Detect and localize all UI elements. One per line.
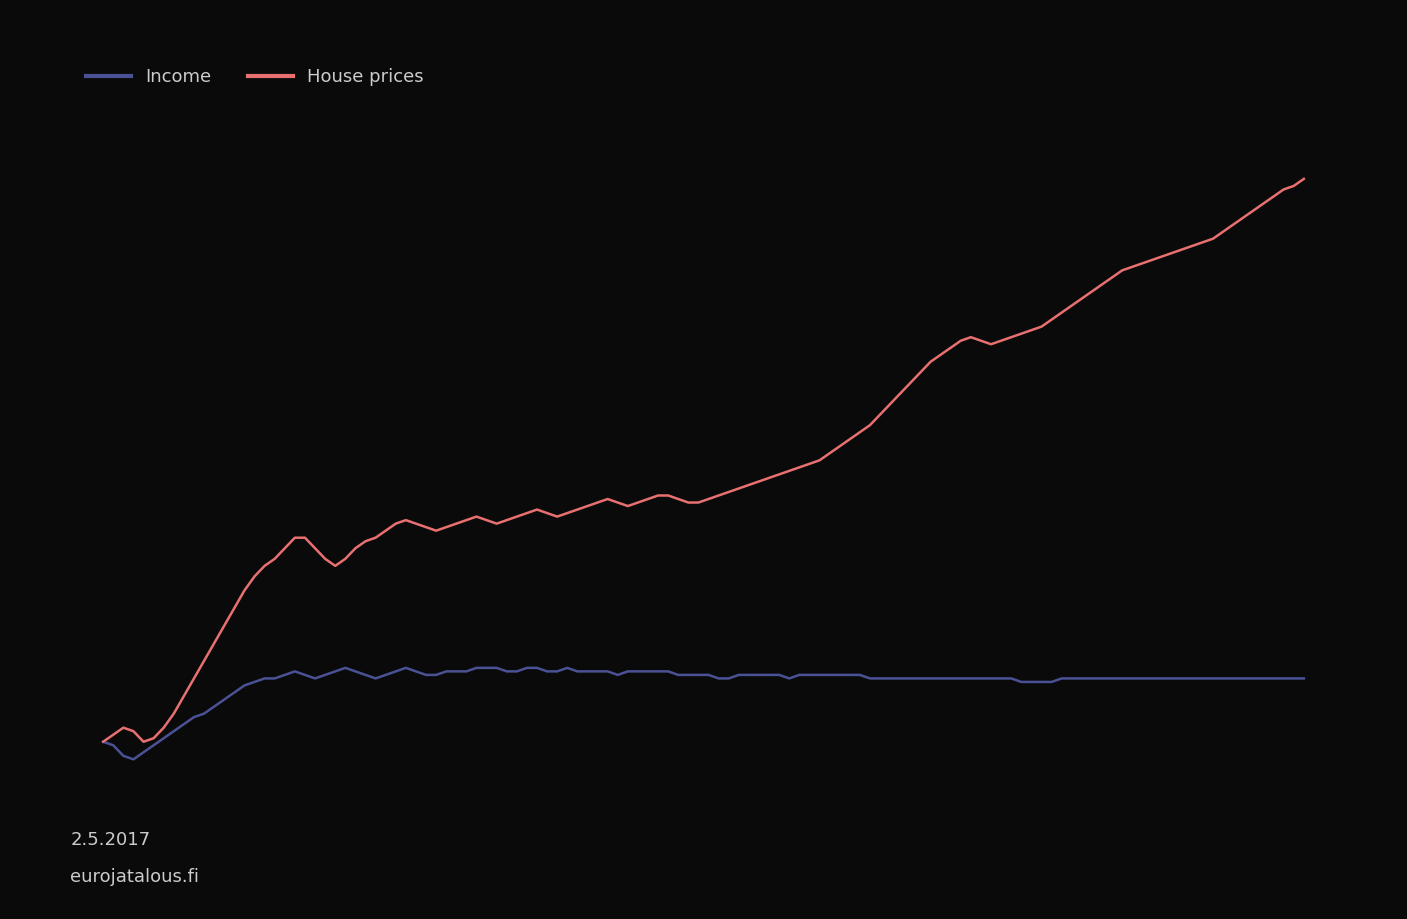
- Legend: Income, House prices: Income, House prices: [79, 62, 431, 94]
- Text: eurojatalous.fi: eurojatalous.fi: [70, 868, 200, 886]
- Text: 2.5.2017: 2.5.2017: [70, 832, 151, 849]
